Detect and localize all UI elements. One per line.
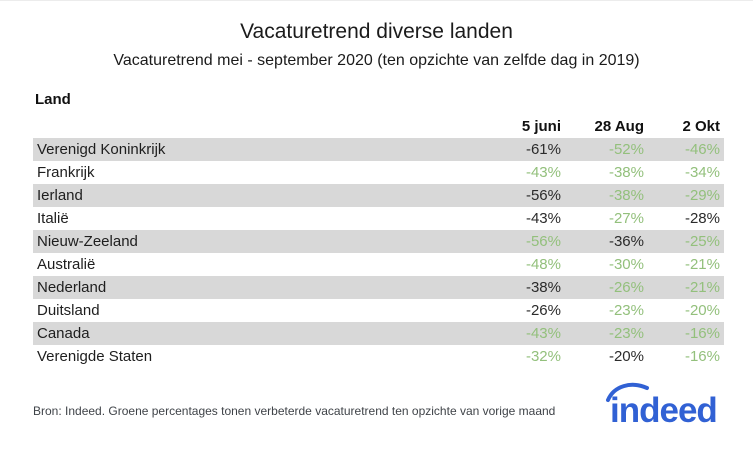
trend-value: -38%: [608, 187, 644, 204]
table-row: Ierland -56% -38% -29%: [33, 184, 724, 207]
trend-value: -16%: [684, 325, 720, 342]
table-row-header-label: Land: [35, 91, 71, 108]
page-subtitle: Vacaturetrend mei - september 2020 (ten …: [113, 52, 640, 69]
vacancy-trend-table: 5 juni 28 Aug 2 Okt Verenigd Koninkrijk …: [33, 115, 724, 368]
column-header-2-okt: 2 Okt: [682, 118, 720, 135]
indeed-logo-text: indeed: [610, 391, 717, 428]
trend-value: -43%: [525, 164, 561, 181]
trend-value: -46%: [684, 141, 720, 158]
country-name: Frankrijk: [37, 164, 95, 181]
trend-value: -36%: [608, 233, 644, 250]
trend-value: -32%: [525, 348, 561, 365]
trend-value: -16%: [684, 348, 720, 365]
indeed-logo-graphic: indeed: [606, 382, 718, 430]
trend-value: -23%: [608, 325, 644, 342]
indeed-logo: indeed: [597, 380, 733, 433]
trend-value: -26%: [525, 302, 561, 319]
table-row: Canada -43% -23% -16%: [33, 322, 724, 345]
trend-value: -26%: [608, 279, 644, 296]
country-name: Canada: [37, 325, 90, 342]
trend-value: -34%: [684, 164, 720, 181]
country-name: Italië: [37, 210, 69, 227]
trend-value: -21%: [684, 256, 720, 273]
table-row: Duitsland -26% -23% -20%: [33, 299, 724, 322]
column-header-5-juni: 5 juni: [521, 118, 561, 135]
page-title: Vacaturetrend diverse landen: [240, 20, 513, 43]
country-name: Duitsland: [37, 302, 100, 319]
indeed-logo-arc: [606, 382, 649, 402]
table-row: Nieuw-Zeeland -56% -36% -25%: [33, 230, 724, 253]
table-row: Nederland -38% -26% -21%: [33, 276, 724, 299]
country-name: Nederland: [37, 279, 107, 296]
country-name: Ierland: [37, 187, 83, 204]
table-body: Verenigd Koninkrijk -61% -52% -46% Frank…: [33, 138, 724, 368]
trend-value: -43%: [525, 325, 561, 342]
trend-value: -43%: [525, 210, 561, 227]
trend-value: -29%: [684, 187, 720, 204]
trend-value: -21%: [684, 279, 720, 296]
trend-value: -28%: [684, 210, 720, 227]
table-row: Verenigd Koninkrijk -61% -52% -46%: [33, 138, 724, 161]
trend-value: -61%: [525, 141, 561, 158]
trend-value: -52%: [608, 141, 644, 158]
trend-value: -20%: [684, 302, 720, 319]
source-note: Bron: Indeed. Groene percentages tonen v…: [33, 404, 556, 418]
trend-value: -48%: [525, 256, 561, 273]
trend-value: -20%: [608, 348, 644, 365]
country-name: Nieuw-Zeeland: [37, 233, 138, 250]
trend-value: -30%: [608, 256, 644, 273]
trend-value: -27%: [608, 210, 644, 227]
trend-value: -56%: [525, 233, 561, 250]
table-row: Verenigde Staten -32% -20% -16%: [33, 345, 724, 368]
table-row: Italië -43% -27% -28%: [33, 207, 724, 230]
table-header-row: 5 juni 28 Aug 2 Okt: [33, 115, 724, 138]
country-name: Verenigd Koninkrijk: [37, 141, 166, 158]
country-name: Australië: [37, 256, 96, 273]
trend-value: -23%: [608, 302, 644, 319]
column-header-28-aug: 28 Aug: [594, 118, 644, 135]
trend-value: -25%: [684, 233, 720, 250]
country-name: Verenigde Staten: [37, 348, 153, 365]
table-row: Australië -48% -30% -21%: [33, 253, 724, 276]
trend-value: -38%: [525, 279, 561, 296]
trend-value: -56%: [525, 187, 561, 204]
table-row: Frankrijk -43% -38% -34%: [33, 161, 724, 184]
trend-value: -38%: [608, 164, 644, 181]
